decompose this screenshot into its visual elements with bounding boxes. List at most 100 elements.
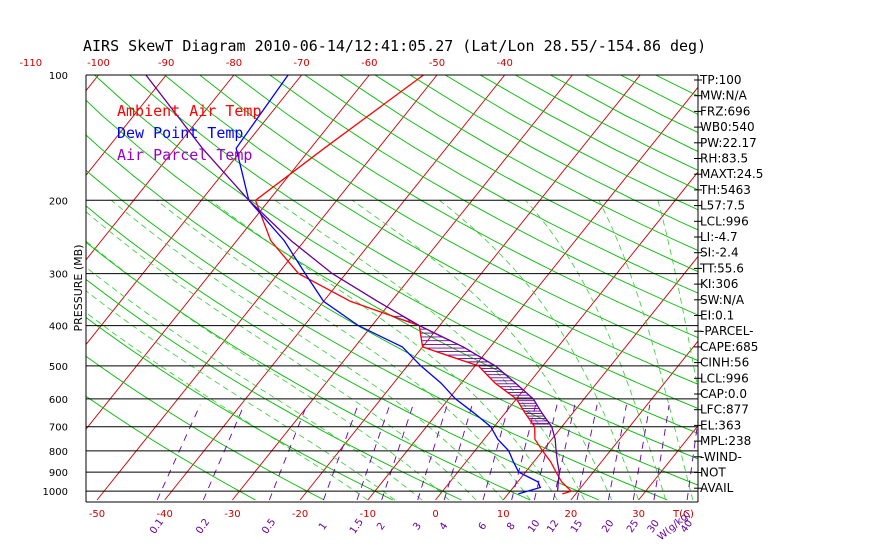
mixing-ratio-label: 2 <box>375 521 388 533</box>
moist-adiabat-line <box>86 312 369 501</box>
stat-label: RH:83.5 <box>700 152 748 166</box>
legend-parcel-temp: Air Parcel Temp <box>117 146 252 164</box>
mixing-ratio-line <box>417 404 448 501</box>
stat-label: CAPE:685 <box>700 340 758 354</box>
y-tick-label: 1000 <box>43 487 68 498</box>
stat-label: PW:22.17 <box>700 136 757 150</box>
stat-label: -WIND- <box>700 450 742 464</box>
mixing-ratio-label: 1 <box>317 521 330 533</box>
cape-hatch-region <box>391 315 551 425</box>
bottom-tick-label: 30 <box>632 509 645 520</box>
y-tick-label: 100 <box>49 71 68 82</box>
stat-label: CINH:56 <box>700 356 749 370</box>
dry-adiabat-line <box>86 169 668 501</box>
bottom-tick-label: 10 <box>497 509 510 520</box>
stat-label: -PARCEL- <box>700 324 754 338</box>
mixing-ratio-line <box>552 404 576 501</box>
dry-adiabat-line <box>86 278 462 501</box>
y-tick-label: 500 <box>49 362 68 373</box>
mixing-ratio-line <box>202 404 245 501</box>
isotherm-line <box>232 75 573 501</box>
stat-label: SI:-2.4 <box>700 246 739 260</box>
stat-label: EI:0.1 <box>700 309 734 323</box>
mixing-ratio-line <box>607 404 627 501</box>
dry-adiabat-line <box>515 75 698 171</box>
moist-adiabat-line <box>111 199 504 501</box>
series-group <box>145 75 573 495</box>
y-tick-label: 800 <box>49 447 68 458</box>
stat-label: TT:55.6 <box>699 261 744 275</box>
top-tick-label: -40 <box>497 58 513 69</box>
mixing-ratio-label: 4 <box>438 521 451 533</box>
stat-label: LI:-4.7 <box>700 230 738 244</box>
mixing-ratio-line <box>323 404 359 501</box>
moist-adiabat-line <box>86 266 423 501</box>
mixing-ratio-label: 12 <box>545 518 561 535</box>
dry-adiabat-line <box>129 75 698 409</box>
moist-adiabat-line <box>439 199 639 501</box>
mixing-ratio-line <box>268 404 308 501</box>
bottom-tick-label: -40 <box>157 509 173 520</box>
top-tick-label: -70 <box>293 58 309 69</box>
top-tick-label: -80 <box>226 58 242 69</box>
stat-label: LCL:996 <box>700 214 749 228</box>
dry-adiabat-line <box>86 395 256 501</box>
mixing-ratio-line <box>381 404 414 501</box>
stat-label: MW:N/A <box>700 89 748 103</box>
bottom-tick-label: -20 <box>292 509 308 520</box>
moist-adiabat-line <box>156 199 531 501</box>
mixing-ratio-label: 6 <box>477 521 490 533</box>
y-tick-label: 700 <box>49 423 68 434</box>
legend-dewpoint-temp: Dew Point Temp <box>117 124 243 142</box>
top-tick-label: -60 <box>361 58 377 69</box>
y-tick-label: 300 <box>49 270 68 281</box>
mixing-ratio-label: 0.2 <box>194 517 212 536</box>
stat-label: KI:306 <box>700 277 738 291</box>
stat-label: MAXT:24.5 <box>700 167 763 181</box>
top-tick-label: -110 <box>19 58 42 69</box>
y-tick-label: 200 <box>49 196 68 207</box>
isotherm-line <box>774 75 870 500</box>
dry-adiabat-line <box>86 134 698 486</box>
dry-adiabat-line <box>409 75 698 231</box>
chart-legend: Ambient Air Temp Dew Point Temp Air Parcel… <box>117 102 262 164</box>
bottom-tick-label: 0 <box>432 509 438 520</box>
y-tick-label: 900 <box>49 468 68 479</box>
isotherm-line <box>164 75 506 501</box>
chart-axes: 1002003004005006007008009001000PRESSURE … <box>19 58 699 543</box>
mixing-ratio-line <box>576 404 598 501</box>
moist-adiabat-line <box>86 290 396 501</box>
stat-label: SW:N/A <box>700 293 745 307</box>
isotherm-line <box>842 75 870 500</box>
isotherm-line <box>96 75 438 501</box>
bottom-tick-label: -30 <box>224 509 240 520</box>
mixing-ratio-line <box>653 404 670 501</box>
stat-label: EL:363 <box>700 418 741 432</box>
dry-adiabat-line <box>304 75 698 294</box>
y-axis-label: PRESSURE (MB) <box>72 245 85 332</box>
stat-label: TH:5463 <box>699 183 751 197</box>
parcel-temp-line <box>145 75 560 492</box>
mixing-ratio-label: 25 <box>625 518 641 535</box>
moist-adiabat-line <box>598 200 694 501</box>
isotherm-line <box>86 75 235 261</box>
mixing-ratio-line <box>356 404 391 501</box>
dry-adiabat-line <box>269 75 698 316</box>
stat-label: NOT <box>700 466 726 480</box>
dry-adiabat-line <box>86 355 325 501</box>
y-tick-label: 400 <box>49 322 68 333</box>
mixing-ratio-line <box>156 404 201 501</box>
isotherm-line <box>0 75 31 500</box>
dry-adiabat-line <box>86 241 531 501</box>
stat-label: MPL:238 <box>700 434 751 448</box>
stat-label: L57:7.5 <box>700 199 745 213</box>
moist-adiabat-line <box>86 211 477 501</box>
top-tick-label: -100 <box>87 58 110 69</box>
isotherm-line <box>299 75 641 501</box>
chart-title: AIRS SkewT Diagram 2010-06-14/12:41:05.2… <box>83 37 706 55</box>
isotherm-line <box>570 340 698 501</box>
mixing-ratio-label: 20 <box>600 518 616 535</box>
stat-label: CAP:0.0 <box>700 387 747 401</box>
